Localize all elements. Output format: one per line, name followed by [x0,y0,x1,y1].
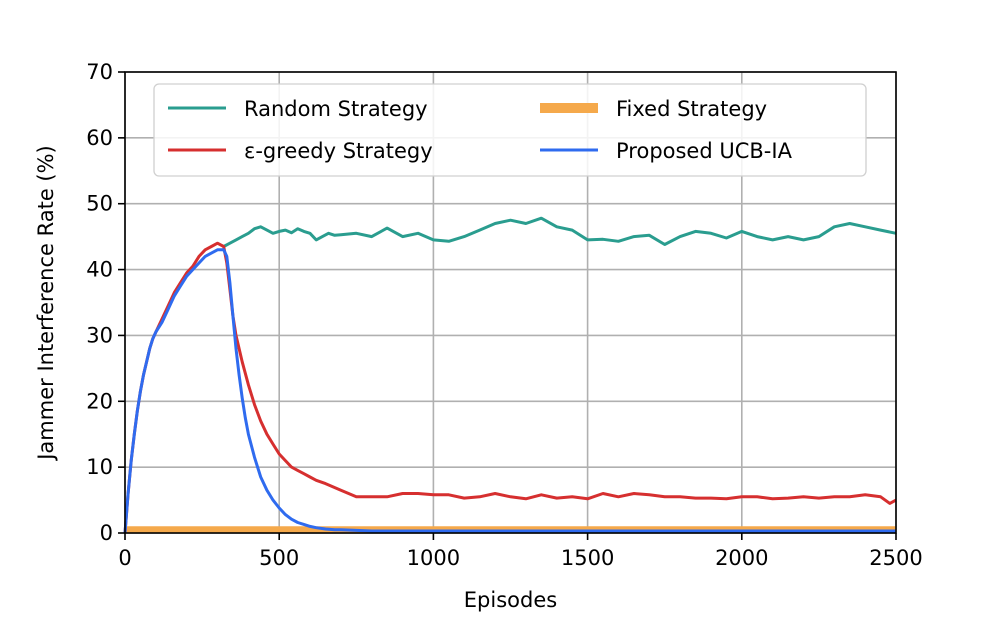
legend-label: ε-greedy Strategy [244,139,433,163]
y-tick-label: 70 [86,60,113,84]
y-tick-label: 50 [86,192,113,216]
y-tick-label: 30 [86,323,113,347]
y-tick-label: 60 [86,126,113,150]
y-tick-label: 0 [100,521,113,545]
plot-frame [124,71,897,534]
series-layer [123,216,897,534]
x-tick-label: 500 [259,546,299,570]
axis-ticks: 0 500 1000 1500 2000 2500 0 10 20 30 40 50 60 70 [86,60,922,570]
x-tick-label: 1500 [561,546,614,570]
y-tick-label: 20 [86,389,113,413]
series-line-3 [123,248,896,534]
legend-label: Random Strategy [244,97,428,121]
legend: Random Strategy Fixed Strategy ε-greedy St… [153,83,867,177]
x-axis-title: Episodes [464,588,557,612]
y-axis-title: Jammer Interference Rate (%) [34,145,58,462]
x-tick-label: 0 [118,546,131,570]
x-tick-label: 2000 [715,546,768,570]
x-tick-label: 1000 [407,546,460,570]
legend-box [153,83,867,177]
series-line-0 [222,216,897,248]
legend-label: Fixed Strategy [616,97,767,121]
y-tick-label: 40 [86,258,113,282]
y-tick-label: 10 [86,455,113,479]
x-tick-label: 2500 [869,546,922,570]
legend-label: Proposed UCB-IA [616,139,793,163]
